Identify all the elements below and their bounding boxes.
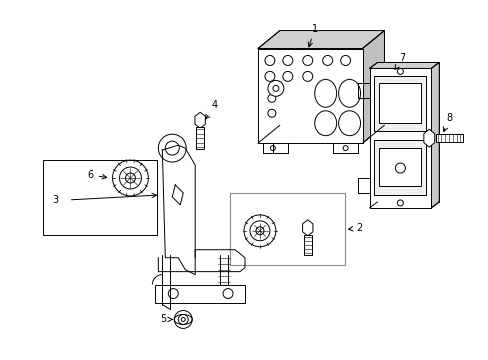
Circle shape [264,71,274,81]
Circle shape [267,109,275,117]
Circle shape [282,55,292,66]
Text: 8: 8 [443,113,451,132]
Polygon shape [369,62,438,68]
Bar [435,134,463,142]
Bar [279,31,384,125]
Circle shape [302,55,312,66]
Circle shape [249,221,269,241]
Polygon shape [258,31,384,49]
Text: 2: 2 [348,223,362,233]
Text: 5: 5 [160,314,172,324]
Bar [42,160,157,235]
Bar [374,76,426,131]
Circle shape [168,289,178,298]
Ellipse shape [338,80,360,107]
Circle shape [125,173,135,183]
Circle shape [340,55,350,66]
Circle shape [302,71,312,81]
Circle shape [395,163,405,173]
Circle shape [165,141,179,155]
Text: 7: 7 [394,54,405,69]
Circle shape [270,146,275,150]
Polygon shape [423,129,434,147]
Circle shape [181,318,185,321]
Circle shape [112,160,148,196]
Circle shape [343,146,347,150]
Bar [379,84,421,123]
Bar [379,148,421,186]
Circle shape [397,68,403,75]
Text: 4: 4 [205,100,218,119]
Bar [369,68,430,208]
Ellipse shape [314,111,336,136]
Circle shape [158,134,186,162]
Bar [229,193,344,265]
Circle shape [174,310,192,328]
Circle shape [272,85,278,91]
Bar [377,62,438,202]
Bar [196,127,203,149]
Circle shape [267,94,275,102]
Circle shape [322,55,332,66]
Bar [155,285,244,302]
Circle shape [244,215,275,247]
Circle shape [397,200,403,206]
Polygon shape [430,62,438,208]
Circle shape [119,167,141,189]
Text: 6: 6 [87,170,106,180]
Bar [374,140,426,195]
Circle shape [264,55,274,66]
Circle shape [223,289,233,298]
Polygon shape [302,220,312,236]
Circle shape [267,80,283,96]
Circle shape [255,227,264,235]
Circle shape [178,315,188,324]
Ellipse shape [338,111,360,136]
Ellipse shape [314,80,336,107]
Text: 3: 3 [53,195,59,205]
Polygon shape [362,31,384,143]
Polygon shape [195,112,205,128]
Bar [258,49,362,143]
Bar [303,235,311,255]
Text: 1: 1 [307,24,317,47]
Circle shape [282,71,292,81]
